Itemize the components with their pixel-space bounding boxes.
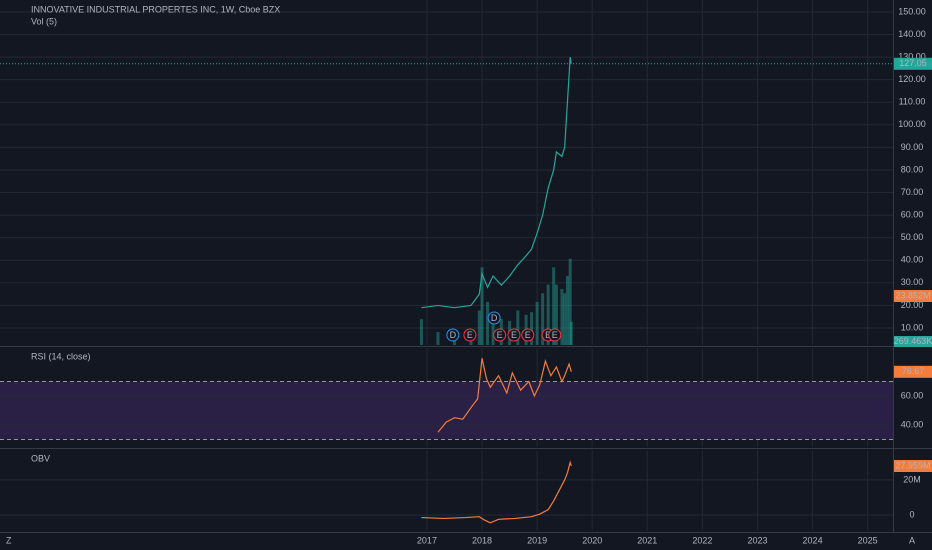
event-label: E (467, 330, 473, 340)
y-tick-label: 70.00 (901, 187, 924, 197)
x-tick-label: 2018 (472, 535, 492, 545)
volume-ma-label: 23.852M (895, 290, 930, 300)
y-tick-label: 10.00 (901, 322, 924, 332)
volume-bar (560, 288, 564, 345)
event-label: D (491, 313, 498, 323)
x-tick-label: 2020 (582, 535, 602, 545)
y-tick-label: 90.00 (901, 142, 924, 152)
volume-bar (486, 301, 490, 345)
x-tick-label: 2017 (417, 535, 437, 545)
volume-bar (554, 284, 558, 345)
y-tick-label: 130.00 (898, 51, 926, 61)
x-tick-label: 2021 (637, 535, 657, 545)
last-value-box (894, 365, 932, 378)
event-marker (507, 328, 521, 342)
x-tick-label: 2019 (527, 535, 547, 545)
last-value-box (894, 57, 932, 70)
y-tick-label: 40.00 (901, 255, 924, 265)
rsi-band (0, 381, 893, 440)
chart-title: INNOVATIVE INDUSTRIAL PROPERTES INC, 1W,… (31, 4, 280, 14)
y-tick-label: 80.00 (901, 164, 924, 174)
x-tick-label: 2024 (803, 535, 823, 545)
volume-bar (516, 310, 520, 345)
auto-scale-button[interactable]: A (909, 535, 915, 545)
volume-bar (541, 293, 545, 345)
y-tick-label: 110.00 (899, 97, 926, 107)
event-label: E (545, 330, 551, 340)
last-volume-box (894, 336, 932, 347)
volume-bar (491, 314, 495, 345)
volume-bar (565, 276, 569, 345)
event-label: E (552, 330, 558, 340)
volume-ma-box (894, 290, 932, 302)
event-label: E (525, 330, 531, 340)
chart-subtitle: Vol (5) (31, 16, 57, 26)
y-tick-label: 20.00 (901, 300, 924, 310)
volume-bar (436, 332, 440, 345)
volume-bar (563, 293, 567, 345)
indicator-title: OBV (31, 453, 50, 463)
y-tick-label: 40.00 (901, 419, 924, 429)
volume-bar (535, 301, 539, 345)
last-value-box (894, 460, 932, 473)
logo-icon: Z (6, 535, 12, 545)
last-volume-label: 269.463K (894, 336, 932, 346)
y-tick-label: 150.00 (898, 6, 926, 16)
series-line (437, 358, 572, 433)
indicator-title: RSI (14, close) (31, 351, 91, 361)
last-value-label: 76.67 (902, 366, 925, 376)
volume-bar (419, 319, 423, 345)
event-marker (463, 328, 477, 342)
y-tick-label: 140.00 (898, 29, 926, 39)
series-line (421, 57, 572, 309)
x-tick-label: 2023 (747, 535, 767, 545)
volume-bar (546, 284, 550, 345)
event-marker (446, 328, 460, 342)
x-tick-label: 2022 (692, 535, 712, 545)
volume-bar (477, 310, 481, 345)
event-label: D (450, 330, 457, 340)
y-tick-label: 60.00 (901, 210, 924, 220)
last-value-label: 127.05 (899, 58, 927, 68)
volume-bar (568, 258, 572, 345)
event-marker (521, 328, 535, 342)
y-tick-label: 20M (903, 474, 921, 484)
y-tick-label: 100.00 (898, 119, 926, 129)
event-marker (493, 328, 507, 342)
series-line (421, 460, 572, 524)
y-tick-label: 50.00 (901, 232, 924, 242)
event-label: E (511, 330, 517, 340)
last-value-label: 27.959M (895, 460, 930, 470)
event-label: E (497, 330, 503, 340)
volume-bar (552, 267, 556, 345)
volume-bar (530, 312, 534, 345)
y-tick-label: 120.00 (898, 74, 926, 84)
volume-bar (569, 321, 573, 345)
y-tick-label: 60.00 (901, 390, 924, 400)
event-marker (548, 328, 562, 342)
y-tick-label: 0 (909, 509, 914, 519)
x-tick-label: 2025 (858, 535, 878, 545)
y-tick-label: 30.00 (901, 277, 924, 287)
volume-bar (480, 267, 484, 345)
event-marker (487, 311, 501, 325)
